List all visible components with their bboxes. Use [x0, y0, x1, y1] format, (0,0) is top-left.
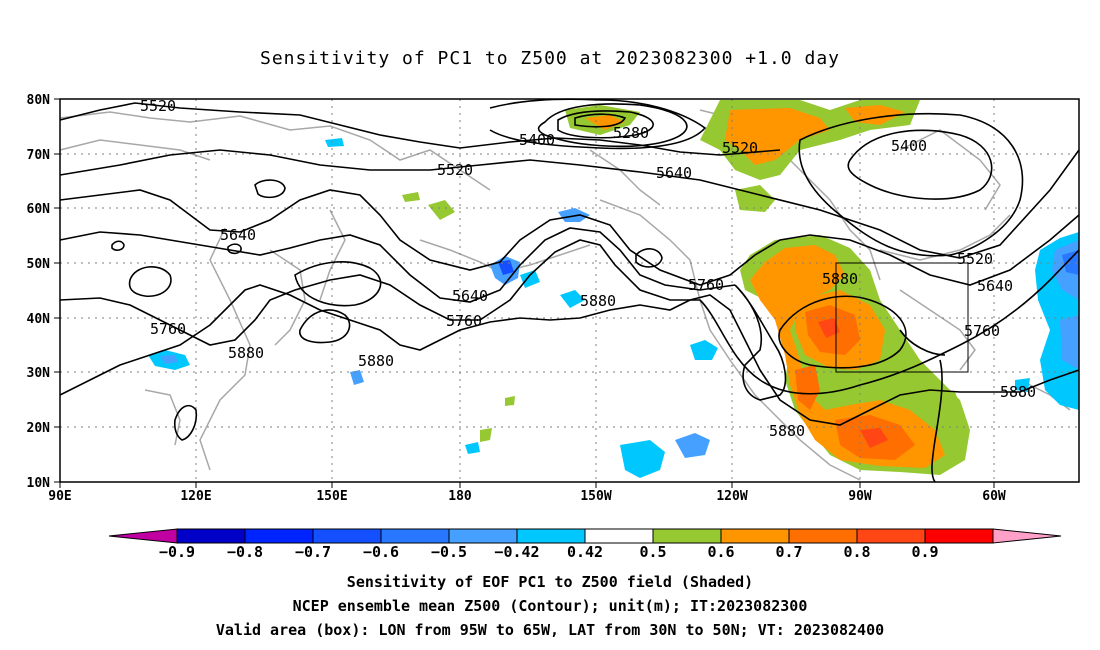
plot-frame	[59, 98, 1080, 483]
lon-label: 90E	[48, 489, 71, 504]
lon-label: 120W	[716, 489, 747, 504]
colorbar-segment	[584, 528, 654, 544]
colorbar-segment	[176, 528, 246, 544]
colorbar-labels: −0.9 −0.8 −0.7 −0.6 −0.5 −0.42 0.42 0.5 …	[159, 543, 939, 561]
lat-label: 20N	[27, 421, 51, 436]
contour-label: 5760	[688, 276, 724, 294]
contour-label: 5520	[722, 139, 758, 157]
contour-label: 5400	[891, 137, 927, 155]
latitude-labels: 80N 70N 60N 50N 40N 30N 20N 10N	[27, 93, 51, 491]
contour-label: 5280	[613, 124, 649, 142]
lat-label: 70N	[27, 148, 51, 163]
colorbar-segment	[312, 528, 382, 544]
colorbar-tick-label: −0.42	[494, 543, 539, 561]
colorbar-tick-label: 0.5	[639, 543, 666, 561]
lon-label: 150E	[316, 489, 347, 504]
contour-label: 5880	[1000, 383, 1036, 401]
colorbar-tick-label: −0.9	[159, 543, 195, 561]
contour-labels: 5520 5400 5280 5520 5400 5520 5640 5640 …	[140, 97, 1036, 440]
contour-label: 5520	[437, 161, 473, 179]
colorbar-tick-label: −0.7	[295, 543, 331, 561]
colorbar-tick-label: 0.7	[775, 543, 802, 561]
colorbar-segment	[244, 528, 314, 544]
contour-label: 5760	[150, 320, 186, 338]
colorbar-tick-label: 0.9	[911, 543, 938, 561]
colorbar-segment	[380, 528, 450, 544]
caption-line-1: Sensitivity of EOF PC1 to Z500 field (Sh…	[346, 573, 754, 591]
z500-contours	[59, 98, 1080, 483]
colorbar	[108, 528, 1062, 544]
valid-area-box	[835, 262, 969, 373]
lat-label: 60N	[27, 202, 51, 217]
colorbar-right-arrow	[992, 528, 1062, 544]
colorbar-segment	[720, 528, 790, 544]
lon-label: 90W	[848, 489, 872, 504]
colorbar-segment	[448, 528, 518, 544]
lon-label: 60W	[982, 489, 1006, 504]
negative-sensitivity-shading	[148, 138, 1079, 478]
contour-label: 5760	[446, 312, 482, 330]
colorbar-segment	[516, 528, 586, 544]
caption-line-3: Valid area (box): LON from 95W to 65W, L…	[215, 621, 885, 639]
colorbar-segment	[924, 528, 994, 544]
colorbar-tick-label: −0.6	[363, 543, 399, 561]
graticule	[60, 99, 1079, 482]
contour-label: 5880	[822, 270, 858, 288]
contour-label: 5520	[957, 250, 993, 268]
colorbar-segment	[788, 528, 858, 544]
lat-label: 50N	[27, 257, 51, 272]
colorbar-tick-label: −0.5	[431, 543, 467, 561]
contour-label: 5640	[220, 226, 256, 244]
contour-label: 5880	[228, 344, 264, 362]
contour-label: 5640	[977, 277, 1013, 295]
colorbar-left-arrow	[108, 528, 178, 544]
contour-label: 5400	[519, 131, 555, 149]
colorbar-tick-label: 0.8	[843, 543, 870, 561]
axis-ticks	[54, 98, 995, 488]
colorbar-tick-label: 0.6	[707, 543, 734, 561]
contour-label: 5880	[580, 292, 616, 310]
colorbar-tick-label: −0.8	[227, 543, 263, 561]
positive-sensitivity-shading	[402, 100, 970, 475]
lon-label: 180	[448, 489, 472, 504]
contour-label: 5640	[656, 164, 692, 182]
contour-label: 5760	[964, 322, 1000, 340]
contour-label: 5880	[358, 352, 394, 370]
lat-label: 30N	[27, 366, 51, 381]
contour-label: 5520	[140, 97, 176, 115]
lat-label: 80N	[27, 93, 51, 108]
contour-label: 5880	[769, 422, 805, 440]
colorbar-tick-label: 0.42	[567, 543, 603, 561]
colorbar-segment	[856, 528, 926, 544]
contour-label: 5640	[452, 287, 488, 305]
lon-label: 150W	[580, 489, 611, 504]
colorbar-segment	[652, 528, 722, 544]
lat-label: 40N	[27, 312, 51, 327]
caption-line-2: NCEP ensemble mean Z500 (Contour); unit(…	[292, 597, 808, 615]
chart-title: Sensitivity of PC1 to Z500 at 2023082300…	[259, 48, 840, 69]
lon-label: 120E	[180, 489, 211, 504]
longitude-labels: 90E 120E 150E 180 150W 120W 90W 60W	[48, 489, 1006, 504]
lat-label: 10N	[27, 476, 51, 491]
